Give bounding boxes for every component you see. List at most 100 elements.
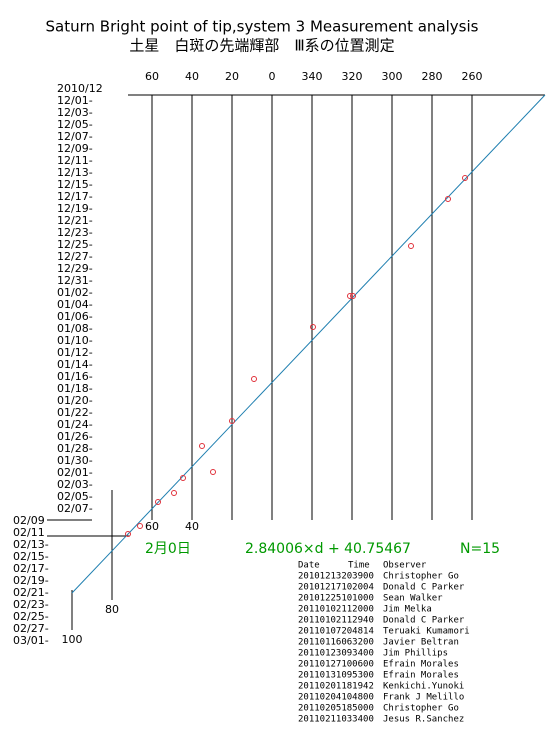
x-tick-label: 60 (145, 70, 159, 83)
y-tick-label: 01/18- (57, 382, 93, 395)
table-cell: 20110123093400 (298, 649, 374, 659)
y-tick-label: 02/09 (13, 514, 45, 527)
table-cell: 20110211033400 (298, 715, 374, 725)
y-tick-label: 12/19- (57, 202, 93, 215)
y-tick-label: 02/11 (13, 526, 45, 539)
table-cell: 20110102112000 (298, 605, 374, 615)
x-tick-label: 20 (225, 70, 239, 83)
data-point (445, 195, 451, 202)
y-tick-label: 01/04- (57, 298, 93, 311)
data-point (125, 531, 131, 538)
table-header: Date (298, 561, 320, 571)
chart-title: Saturn Bright point of tip,system 3 Meas… (46, 18, 479, 36)
y-tick-label: 12/21- (57, 214, 93, 227)
x-tick-label: 80 (105, 603, 119, 616)
data-point (251, 375, 257, 382)
x-tick-label: 40 (185, 520, 199, 533)
table-cell: Javier Beltran (383, 638, 459, 648)
y-tick-label: 02/21- (13, 586, 49, 599)
table-cell: Christopher Go (383, 704, 459, 714)
table-header: Time (348, 561, 370, 571)
data-point (171, 489, 177, 496)
y-tick-label: 01/12- (57, 346, 93, 359)
table-cell: Donald C Parker (383, 616, 465, 626)
y-tick-label: 01/06- (57, 310, 93, 323)
x-tick-label: 340 (302, 70, 323, 83)
data-point (462, 174, 468, 181)
y-tick-label: 2010/12 (57, 82, 103, 95)
table-cell: 20110102112940 (298, 616, 374, 626)
y-tick-label: 02/07- (57, 502, 93, 515)
y-tick-label: 01/14- (57, 358, 93, 371)
y-tick-label: 12/07- (57, 130, 93, 143)
y-tick-label: 12/17- (57, 190, 93, 203)
y-tick-label: 01/08- (57, 322, 93, 335)
data-point (347, 293, 353, 299)
data-point (137, 522, 143, 529)
x-tick-label: 320 (342, 70, 363, 83)
y-tick-label: 03/01- (13, 634, 49, 647)
table-cell: Kenkichi.Yunoki (383, 682, 464, 692)
y-tick-label: 02/27- (13, 622, 49, 635)
y-tick-label: 12/15- (57, 178, 93, 191)
y-tick-label: 02/03- (57, 478, 93, 491)
y-tick-label: 01/22- (57, 406, 93, 419)
table-cell: 20110204104800 (298, 693, 374, 703)
data-point (199, 443, 205, 449)
y-tick-label: 01/16- (57, 370, 93, 383)
fit-equation: 2.84006×d + 40.75467 (245, 541, 411, 557)
table-cell: Jim Phillips (383, 649, 448, 659)
data-point (310, 324, 316, 331)
table-cell: Frank J Melillo (383, 693, 464, 703)
x-tick-label: 280 (422, 70, 443, 83)
y-tick-label: 01/28- (57, 442, 93, 455)
x-tick-label: 100 (62, 633, 83, 646)
fit-line (71, 94, 546, 594)
table-cell: Efrain Morales (383, 671, 459, 681)
x-tick-label: 60 (145, 520, 159, 533)
y-tick-label: 12/05- (57, 118, 93, 131)
y-tick-label: 12/23- (57, 226, 93, 239)
y-tick-label: 12/13- (57, 166, 93, 179)
data-point (408, 243, 414, 250)
table-cell: 20110131095300 (298, 671, 374, 681)
y-tick-label: 02/23- (13, 598, 49, 611)
table-cell: Jesus R.Sanchez (383, 715, 464, 725)
table-cell: Jim Melka (383, 605, 432, 615)
y-tick-label: 01/30- (57, 454, 93, 467)
x-tick-label: 300 (382, 70, 403, 83)
table-cell: Teruaki Kumamori (383, 627, 470, 637)
y-tick-label: 01/26- (57, 430, 93, 443)
x-tick-label: 40 (185, 70, 199, 83)
data-point (155, 498, 161, 505)
table-cell: 20101217102004 (298, 583, 374, 593)
y-tick-label: 12/27- (57, 250, 93, 263)
fit-n: N=15 (460, 541, 500, 557)
y-tick-label: 01/20- (57, 394, 93, 407)
y-tick-label: 12/29- (57, 262, 93, 275)
table-cell: 20110107204814 (298, 627, 374, 637)
y-tick-label: 02/05- (57, 490, 93, 503)
y-tick-label: 12/01- (57, 94, 93, 107)
y-tick-label: 01/02- (57, 286, 93, 299)
y-tick-label: 12/09- (57, 142, 93, 155)
table-cell: Sean Walker (383, 594, 443, 604)
table-cell: 20110205185000 (298, 704, 374, 714)
y-tick-label: 02/19- (13, 574, 49, 587)
y-tick-label: 02/17- (13, 562, 49, 575)
y-tick-label: 12/03- (57, 106, 93, 119)
table-cell: 20101213203900 (298, 572, 374, 582)
data-point (210, 468, 216, 475)
y-tick-label: 02/15- (13, 550, 49, 563)
table-cell: Donald C Parker (383, 583, 465, 593)
y-tick-label: 12/11- (57, 154, 93, 167)
y-tick-label: 12/31- (57, 274, 93, 287)
table-cell: 20110201181942 (298, 682, 374, 692)
chart-subtitle: 土星 白斑の先端輝部 Ⅲ系の位置測定 (129, 37, 394, 55)
table-header: Observer (383, 561, 427, 571)
y-tick-label: 02/25- (13, 610, 49, 623)
table-cell: 20101225101000 (298, 594, 374, 604)
table-cell: Efrain Morales (383, 660, 459, 670)
x-tick-label: 0 (269, 70, 276, 83)
